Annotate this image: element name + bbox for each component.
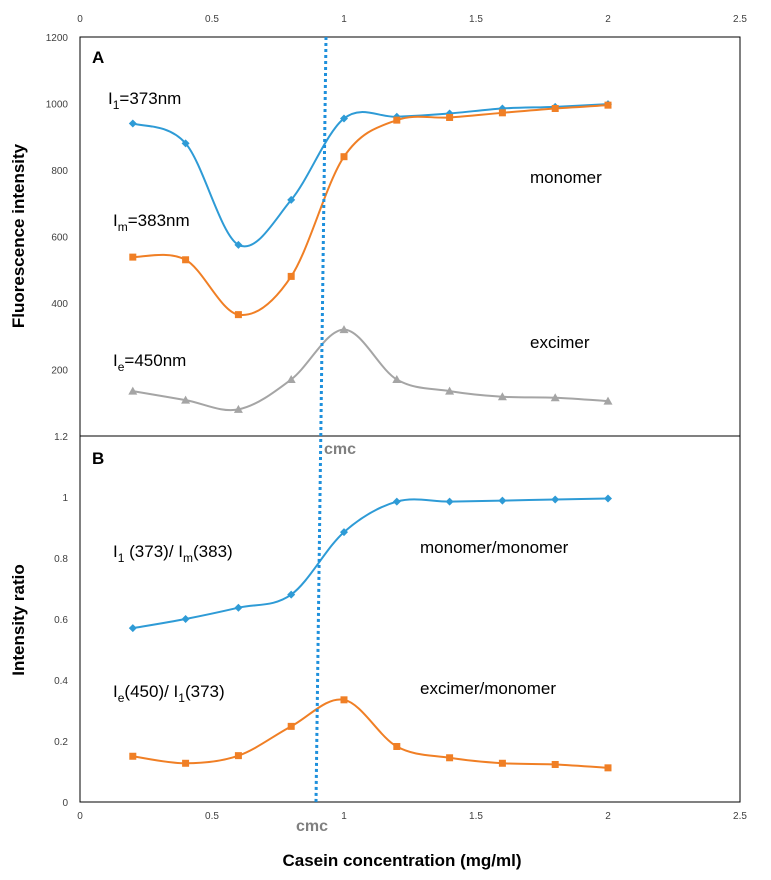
- y-tick-label: 0: [62, 798, 68, 809]
- annotation-label: excimer/monomer: [420, 679, 556, 698]
- data-point: [128, 119, 137, 128]
- cmc-label-bottom: cmc: [296, 818, 328, 835]
- data-point: [340, 696, 348, 704]
- data-point: [392, 497, 401, 506]
- data-point: [393, 116, 401, 124]
- plot-frame: [79, 435, 741, 803]
- data-point: [392, 374, 402, 383]
- annotation-label: Ie(450)/ I1(373): [113, 682, 225, 705]
- data-point: [445, 497, 454, 506]
- y-tick-label: 1: [62, 493, 68, 504]
- x-tick-label: 1: [341, 14, 347, 25]
- y-tick-label: 1200: [46, 33, 69, 44]
- data-point: [603, 396, 613, 405]
- annotation-label: I1 (373)/ Im(383): [113, 542, 233, 565]
- x-tick-label: 2.5: [733, 811, 747, 822]
- data-point: [393, 742, 401, 750]
- panel-label: A: [92, 48, 104, 67]
- x-tick-label: 0.5: [205, 811, 219, 822]
- series-line-3: [132, 328, 609, 412]
- y-tick-label: 600: [51, 233, 68, 244]
- data-point: [287, 722, 295, 730]
- annotation-label: Im=383nm: [113, 211, 190, 234]
- x-tick-label: 1: [341, 811, 347, 822]
- data-point: [551, 104, 559, 112]
- data-point: [182, 256, 190, 264]
- data-point: [234, 240, 243, 249]
- y-tick-label: 0.2: [54, 737, 68, 748]
- data-point: [181, 615, 190, 623]
- annotation-label: excimer: [530, 333, 590, 352]
- y-axis-title: Fluorescence intensity: [9, 143, 28, 328]
- data-point: [129, 253, 137, 261]
- data-point: [287, 195, 296, 204]
- x-tick-label: 2: [605, 811, 611, 822]
- annotation-label: I1=373nm: [108, 89, 181, 112]
- series-line-2: [132, 104, 609, 316]
- cmc-label-top: cmc: [324, 441, 356, 458]
- panel-a: 0 0.5 1 1.5 2 2.5 200 400 600 800 1000 1200 Fluoresc…: [9, 14, 747, 437]
- series-line-1: [132, 103, 609, 248]
- data-point: [604, 494, 612, 503]
- data-point: [340, 114, 348, 123]
- data-point: [234, 603, 243, 612]
- y-tick-label: 0.8: [54, 554, 68, 565]
- data-point: [340, 528, 348, 537]
- x-tick-label: 0: [77, 811, 83, 822]
- data-point: [498, 109, 506, 117]
- x-tick-label: 1.5: [469, 811, 483, 822]
- data-point: [498, 759, 506, 767]
- x-tick-label: 2: [605, 14, 611, 25]
- data-point: [182, 759, 190, 767]
- data-point: [551, 760, 559, 768]
- data-point: [234, 311, 242, 319]
- panel-b: 0 0.5 1 1.5 2 2.5 0 0.2 0.4 0.6 0.8 1 1.2 Intensity r…: [9, 432, 747, 870]
- x-tick-label: 1.5: [469, 14, 483, 25]
- x-tick-label: 0.5: [205, 14, 219, 25]
- y-tick-label: 0.6: [54, 615, 68, 626]
- data-point: [446, 113, 454, 121]
- y-tick-label: 800: [51, 166, 68, 177]
- data-point: [551, 495, 560, 504]
- data-point: [233, 404, 243, 413]
- annotation-label: monomer/monomer: [420, 538, 569, 557]
- data-point: [604, 101, 612, 109]
- annotation-label: monomer: [530, 168, 602, 187]
- y-tick-label: 200: [51, 366, 68, 377]
- y-tick-label: 0.4: [54, 676, 68, 687]
- data-point: [550, 393, 560, 402]
- data-point: [129, 752, 137, 760]
- data-point: [181, 139, 190, 148]
- data-point: [339, 325, 349, 334]
- data-point: [128, 624, 137, 633]
- cmc-line: [314, 36, 328, 803]
- x-tick-label: 0: [77, 14, 83, 25]
- y-axis-title: Intensity ratio: [9, 564, 28, 675]
- data-point: [234, 752, 242, 760]
- data-point: [604, 764, 612, 772]
- data-point: [287, 590, 296, 599]
- y-tick-label: 400: [51, 299, 68, 310]
- series-line-2: [132, 698, 609, 769]
- data-point: [181, 395, 191, 404]
- y-tick-label: 1.2: [54, 432, 68, 443]
- data-point: [446, 754, 454, 762]
- annotation-label: Ie=450nm: [113, 351, 186, 374]
- panel-label: B: [92, 449, 104, 468]
- data-point: [128, 386, 138, 395]
- data-point: [497, 392, 507, 401]
- data-point: [340, 153, 348, 161]
- y-tick-label: 1000: [46, 100, 69, 111]
- data-point: [498, 496, 507, 505]
- data-point: [286, 374, 296, 383]
- x-axis-title: Casein concentration (mg/ml): [283, 851, 522, 870]
- series-line-1: [132, 497, 609, 630]
- data-point: [445, 386, 455, 395]
- data-point: [287, 272, 295, 280]
- x-tick-label: 2.5: [733, 14, 747, 25]
